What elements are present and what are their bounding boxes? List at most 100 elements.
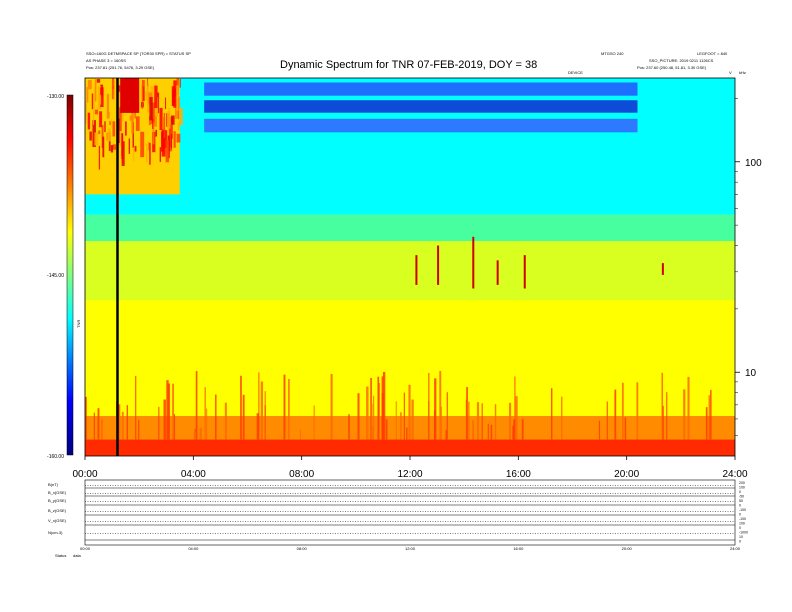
bottom-right-label: 0 bbox=[739, 526, 741, 530]
storm-streak bbox=[171, 115, 175, 125]
storm-streak bbox=[85, 100, 88, 124]
spectrum-streak bbox=[264, 391, 266, 440]
spectrum-streak bbox=[370, 403, 373, 440]
spectrum-streak bbox=[481, 403, 483, 440]
storm-streak bbox=[149, 142, 151, 165]
spectrum-streak bbox=[561, 396, 563, 440]
storm-streak bbox=[87, 112, 91, 130]
y-tick-label: 100 bbox=[745, 158, 762, 169]
spectrum-streak bbox=[708, 395, 710, 440]
spectrum-streak bbox=[606, 401, 608, 440]
storm-streak bbox=[96, 79, 101, 83]
storm-streak bbox=[110, 119, 112, 128]
header-center-small: DEVICE bbox=[568, 70, 583, 75]
spectrum-streak bbox=[515, 396, 518, 440]
storm-streak bbox=[164, 130, 168, 149]
storm-streak bbox=[179, 78, 181, 88]
storm-streak bbox=[94, 79, 97, 102]
bottom-right-label: 200 bbox=[739, 481, 745, 485]
bottom-right-label: 0 bbox=[739, 540, 741, 544]
storm-streak bbox=[171, 86, 175, 107]
bottom-right-label: 100 bbox=[739, 522, 745, 526]
spectrum-streak bbox=[446, 392, 448, 440]
bottom-right-label: 50 bbox=[739, 499, 743, 503]
spectrum-streak bbox=[121, 411, 124, 440]
spectrum-streak bbox=[330, 373, 333, 440]
x-tick-label: 20:00 bbox=[614, 469, 639, 480]
spectrum-streak bbox=[598, 420, 601, 440]
status-label: Status bbox=[55, 553, 66, 558]
spectrum-streak bbox=[513, 419, 516, 440]
spectrum-streak bbox=[494, 404, 497, 440]
chart-title: Dynamic Spectrum for TNR 07-FEB-2019, DO… bbox=[280, 59, 538, 71]
spectrum-streak bbox=[313, 405, 315, 440]
storm-streak bbox=[93, 87, 95, 109]
storm-streak bbox=[163, 112, 166, 139]
storm-streak bbox=[149, 115, 151, 126]
storm-streak bbox=[165, 97, 167, 109]
storm-streak bbox=[118, 91, 121, 108]
spectrum-streak bbox=[381, 393, 384, 440]
spectrum-streak bbox=[206, 408, 208, 440]
spectrum-streak bbox=[100, 419, 103, 440]
storm-streak bbox=[142, 86, 145, 102]
storm-streak bbox=[129, 115, 133, 121]
spectrum-streak bbox=[195, 371, 198, 440]
storm-streak bbox=[98, 130, 101, 134]
storm-streak bbox=[135, 116, 140, 131]
storm-streak bbox=[168, 108, 170, 114]
storm-streak bbox=[118, 123, 122, 146]
spectrum-streak bbox=[260, 381, 264, 440]
storm-streak bbox=[168, 125, 172, 152]
spectrum-streak bbox=[85, 396, 87, 440]
spectrum-streak bbox=[512, 425, 515, 440]
x-tick-label: 16:00 bbox=[506, 469, 531, 480]
spectrum-streak bbox=[348, 414, 350, 440]
header-left-line2: AS PHASE 3 = 160SS bbox=[86, 58, 126, 63]
storm-streak bbox=[100, 87, 104, 108]
bottom-right-label: 10 bbox=[739, 535, 743, 539]
storm-streak bbox=[101, 125, 104, 148]
spectrum-streak bbox=[166, 380, 169, 440]
storm-streak bbox=[108, 111, 110, 118]
spectrum-streak bbox=[434, 378, 437, 440]
storm-streak bbox=[176, 133, 181, 143]
spectrum-streak bbox=[224, 402, 227, 440]
bottom-time-label: 00:00 bbox=[80, 546, 91, 551]
bottom-time-label: 08:00 bbox=[297, 546, 308, 551]
spectrum-streak bbox=[476, 402, 480, 440]
spectrum-streak bbox=[173, 414, 176, 440]
emission-spike bbox=[472, 236, 475, 289]
storm-streak bbox=[109, 121, 111, 125]
spectrum-streak bbox=[395, 401, 397, 440]
spectrum-streak bbox=[466, 387, 468, 440]
storm-streak bbox=[133, 146, 135, 162]
storm-streak bbox=[161, 129, 166, 157]
spectrum-streak bbox=[408, 384, 411, 440]
spectrum-streak bbox=[283, 374, 286, 440]
spectrum-heatmap bbox=[84, 77, 736, 457]
spectrum-streak bbox=[97, 408, 100, 440]
y-axis: 100 10 bbox=[735, 98, 762, 436]
bottom-time-label: 16:00 bbox=[513, 546, 524, 551]
storm-streak bbox=[145, 143, 148, 163]
storm-streak bbox=[177, 121, 180, 131]
storm-streak bbox=[89, 131, 92, 141]
spectrum-streak bbox=[445, 429, 447, 440]
storm-streak bbox=[173, 131, 176, 148]
spectrum-streak bbox=[215, 394, 217, 440]
spectrum-streak bbox=[411, 399, 414, 440]
bottom-panel-label: B_x(GSE) bbox=[48, 490, 67, 495]
storm-streak bbox=[118, 106, 122, 132]
spectrum-streak bbox=[288, 379, 290, 440]
storm-streak bbox=[155, 129, 158, 137]
storm-streak bbox=[159, 107, 163, 131]
emission-spike bbox=[523, 255, 526, 289]
spectrum-streak bbox=[366, 386, 369, 440]
spectrum-streak bbox=[138, 420, 140, 440]
bottom-time-label: 24:00 bbox=[730, 546, 741, 551]
storm-streak bbox=[92, 120, 96, 147]
spectrum-streak bbox=[126, 405, 129, 440]
